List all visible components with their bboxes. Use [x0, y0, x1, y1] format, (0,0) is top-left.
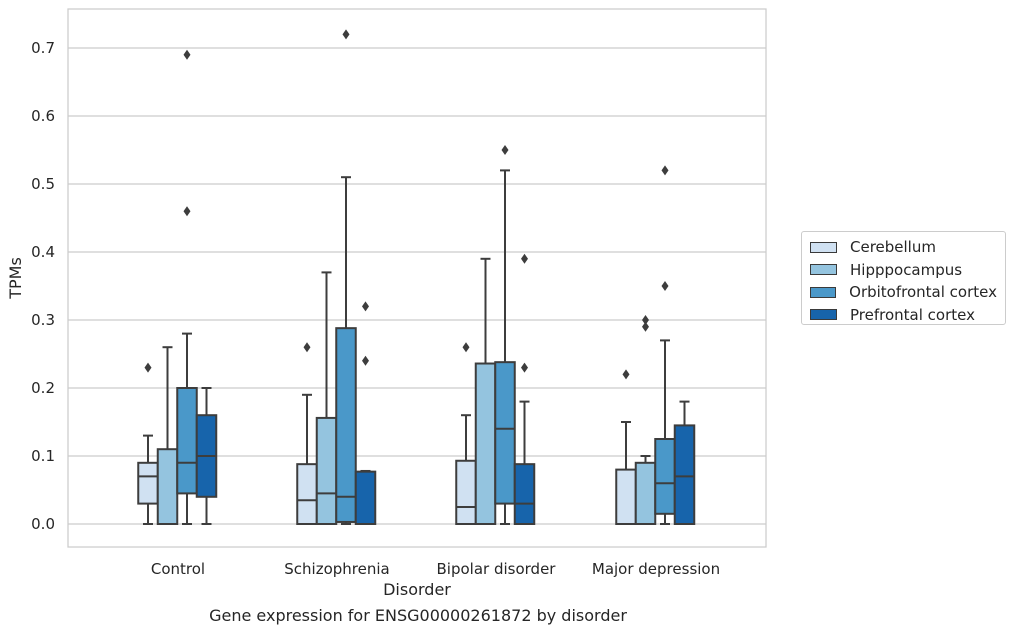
outlier-marker	[642, 321, 649, 332]
outlier-marker	[521, 362, 528, 373]
y-tick-label: 0.7	[31, 39, 55, 57]
box-hipppocampus	[315, 271, 338, 526]
box-iqr	[615, 468, 637, 526]
y-axis-title: TPMs	[6, 257, 25, 300]
box-cerebellum	[615, 369, 637, 526]
x-tick-label: Bipolar disorder	[437, 560, 557, 578]
box-iqr	[513, 463, 536, 526]
y-tick-label: 0.6	[31, 107, 55, 125]
box-prefrontal-cortex	[673, 400, 696, 525]
legend-swatch	[810, 241, 837, 253]
box-cerebellum	[137, 362, 159, 525]
legend-item: Orbitofrontal cortex	[810, 281, 997, 304]
box-cerebellum	[455, 342, 477, 526]
outlier-marker	[521, 253, 528, 264]
box-iqr	[494, 361, 516, 505]
x-tick-label: Schizophrenia	[284, 560, 389, 578]
legend: Cerebellum Hipppocampus Orbitofrontal cort…	[801, 231, 1006, 325]
plot-frame	[67, 8, 767, 548]
box-groups	[137, 29, 696, 526]
box-hipppocampus	[156, 346, 179, 526]
outlier-marker	[342, 29, 350, 40]
outlier-marker	[661, 281, 669, 291]
box-orbitofrontal-cortex	[654, 165, 676, 525]
box-iqr	[315, 416, 338, 526]
box-prefrontal-cortex	[354, 301, 377, 526]
legend-swatch	[810, 264, 837, 276]
box-orbitofrontal-cortex	[176, 49, 198, 525]
outlier-marker	[501, 145, 509, 155]
outlier-marker	[144, 362, 152, 373]
x-tick-labels: Control Schizophrenia Bipolar disorder Majo…	[151, 560, 720, 578]
legend-item: Hipppocampus	[810, 259, 997, 282]
box-iqr	[354, 470, 377, 526]
box-prefrontal-cortex	[195, 387, 218, 525]
outlier-marker	[303, 342, 311, 353]
box-iqr	[634, 461, 657, 525]
y-tick-labels: 0.0 0.1 0.2 0.3 0.4 0.5 0.6 0.7	[31, 39, 55, 533]
legend-label: Cerebellum	[850, 238, 936, 257]
box-cerebellum	[296, 342, 318, 526]
legend-item: Prefrontal cortex	[810, 304, 997, 327]
y-tick-label: 0.2	[31, 379, 55, 397]
outlier-marker	[661, 165, 669, 176]
y-tick-label: 0.5	[31, 175, 55, 193]
y-tick-label: 0.4	[31, 243, 55, 261]
outlier-marker	[362, 355, 369, 366]
box-iqr	[137, 461, 159, 505]
box-iqr	[156, 448, 179, 526]
box-iqr	[176, 387, 198, 495]
box-hipppocampus	[474, 257, 497, 525]
legend-swatch	[810, 286, 837, 298]
box-hipppocampus	[634, 315, 657, 525]
outlier-marker	[183, 206, 191, 217]
box-iqr	[455, 459, 477, 526]
outlier-marker	[642, 315, 649, 325]
box-iqr	[335, 327, 357, 523]
outlier-marker	[462, 342, 470, 353]
legend-label: Prefrontal cortex	[850, 305, 975, 324]
outlier-marker	[362, 301, 369, 312]
y-tick-label: 0.1	[31, 447, 55, 465]
outlier-marker	[622, 369, 630, 380]
y-tick-label: 0.0	[31, 515, 55, 533]
box-iqr	[654, 438, 676, 515]
legend-label: Hipppocampus	[850, 260, 963, 279]
legend-item: Cerebellum	[810, 236, 997, 259]
box-orbitofrontal-cortex	[494, 145, 516, 525]
box-iqr	[296, 463, 318, 526]
x-tick-label: Major depression	[592, 560, 720, 578]
legend-swatch	[810, 309, 837, 321]
box-iqr	[474, 362, 497, 525]
outlier-marker	[183, 49, 191, 60]
chart-title: Gene expression for ENSG00000261872 by d…	[209, 606, 627, 625]
box-orbitofrontal-cortex	[335, 29, 357, 525]
legend-label: Orbitofrontal cortex	[849, 283, 997, 302]
y-tick-label: 0.3	[31, 311, 55, 329]
x-tick-label: Control	[151, 560, 205, 578]
x-axis-title: Disorder	[383, 580, 451, 599]
box-prefrontal-cortex	[513, 253, 536, 526]
box-iqr	[673, 424, 696, 525]
